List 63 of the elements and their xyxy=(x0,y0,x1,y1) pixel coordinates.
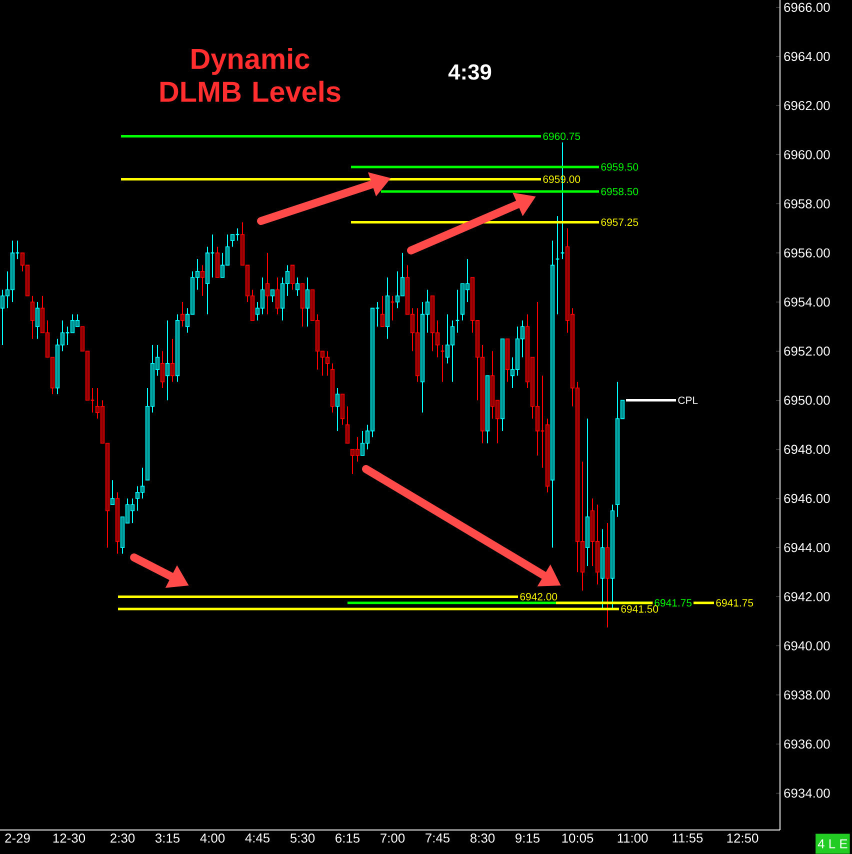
candlestick xyxy=(170,338,175,382)
candlestick xyxy=(35,302,40,340)
series-label: CPL xyxy=(678,396,698,404)
y-tick-label: 6936.00 xyxy=(784,739,830,749)
y-tick-label: 6952.00 xyxy=(784,346,830,356)
series-label: 6942.00 xyxy=(520,593,558,600)
y-tick-label: 6938.00 xyxy=(784,690,830,700)
candlestick xyxy=(200,264,205,296)
y-tick-label: 6964.00 xyxy=(784,52,830,62)
x-tick-label: 4:45 xyxy=(245,834,270,843)
candlestick xyxy=(345,406,350,444)
series-label: 6959.50 xyxy=(601,163,638,171)
x-tick-label: 10:05 xyxy=(562,834,594,843)
y-tick-label: 6962.00 xyxy=(784,100,830,110)
y-tick-label: 6940.00 xyxy=(784,641,830,650)
candlestick xyxy=(30,295,35,340)
x-tick-label: 5:30 xyxy=(290,834,315,843)
y-tick-label: 6950.00 xyxy=(784,396,830,405)
y-tick-label: 6946.00 xyxy=(784,494,830,504)
series-label: 6957.25 xyxy=(601,218,638,226)
x-tick-label: 8:30 xyxy=(470,834,495,843)
text: 4 L E xyxy=(818,839,848,848)
series-label: 6958.50 xyxy=(601,188,638,196)
series-label: 6941.75 xyxy=(716,599,754,607)
series-label: 6941.50 xyxy=(621,605,658,613)
x-tick-label: 12:50 xyxy=(727,834,758,843)
candlestick xyxy=(180,302,185,328)
candlestick xyxy=(265,252,270,315)
candlestick xyxy=(270,289,275,303)
candlestick xyxy=(290,264,295,290)
candlestick xyxy=(275,276,280,315)
text: 4:39 xyxy=(448,64,492,80)
x-tick-label: 4:00 xyxy=(200,834,225,843)
x-tick-label: 9:15 xyxy=(516,834,540,843)
x-tick-label: 3:15 xyxy=(155,834,180,843)
candlestick xyxy=(305,276,310,328)
candlestick xyxy=(335,387,340,432)
x-tick-label: 7:00 xyxy=(380,834,405,843)
x-tick-label: 6:15 xyxy=(336,834,360,843)
series-label: 6941.75 xyxy=(654,599,692,607)
y-tick-label: 6954.00 xyxy=(784,297,830,307)
x-tick-label: 7:45 xyxy=(426,834,450,843)
x-tick-label: 2:30 xyxy=(110,834,135,843)
candlestick xyxy=(380,295,385,328)
candlestick xyxy=(165,320,170,401)
candlestick xyxy=(295,276,300,296)
y-tick-label: 6934.00 xyxy=(784,788,830,798)
y-tick-label: 6944.00 xyxy=(784,543,830,552)
x-tick-label: 2-29 xyxy=(5,834,30,843)
candlestick xyxy=(160,350,165,388)
x-tick-label: 12-30 xyxy=(53,834,86,843)
series-label: 6960.75 xyxy=(543,132,580,140)
x-tick-label: 11:55 xyxy=(672,834,703,843)
y-tick-label: 6966.00 xyxy=(784,2,830,12)
y-tick-label: 6960.00 xyxy=(784,150,830,160)
y-tick-label: 6958.00 xyxy=(784,199,830,208)
candlestick xyxy=(110,480,115,506)
y-tick-label: 6942.00 xyxy=(784,592,830,602)
y-tick-label: 6956.00 xyxy=(784,248,830,258)
y-tick-label: 6948.00 xyxy=(784,444,830,454)
x-tick-label: 11:00 xyxy=(618,834,648,843)
candlestick xyxy=(230,234,235,248)
text: Dynamic DLMB Levels xyxy=(160,48,340,102)
